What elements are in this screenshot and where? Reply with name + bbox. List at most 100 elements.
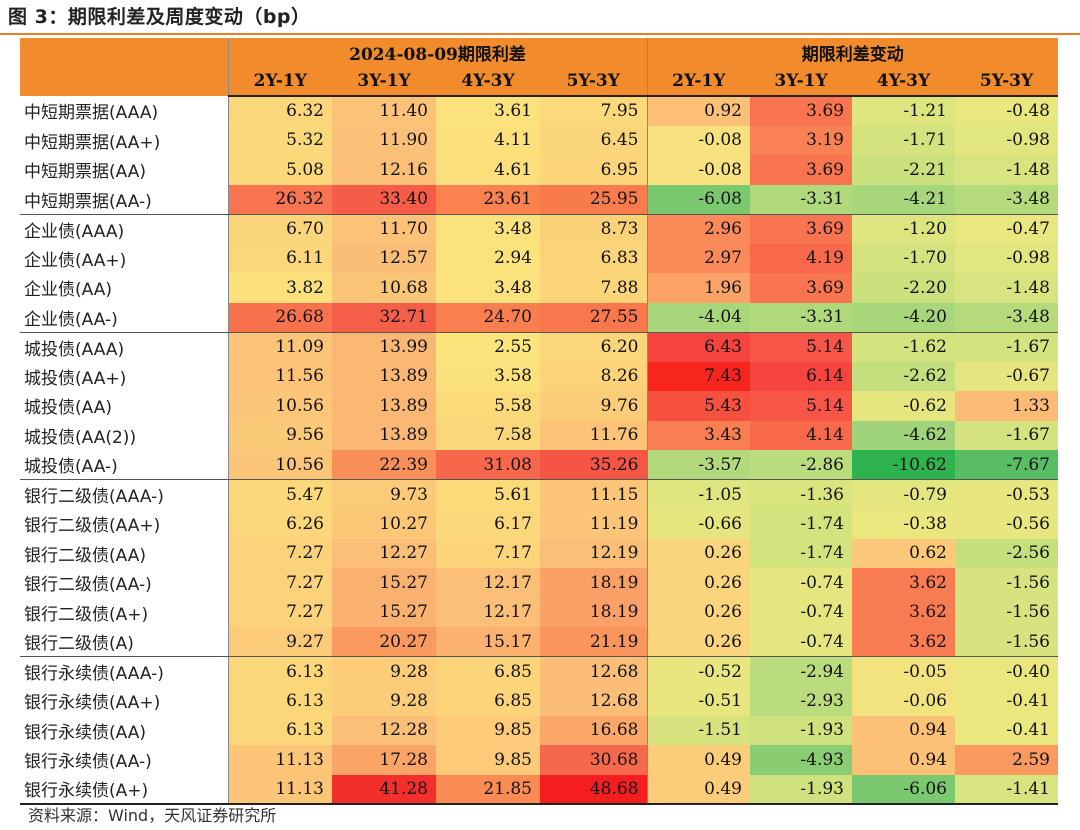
table-row: 企业债(AAA) 6.70 11.70 3.48 8.73 2.96 3.69 -1.20 -0… (20, 214, 1058, 244)
spread-value-cell: 7.17 (436, 538, 540, 568)
spread-change-cell: -0.38 (852, 509, 955, 539)
spread-value-cell: 7.27 (228, 538, 332, 568)
column-header: 4Y-3Y (436, 67, 540, 97)
table-row: 中短期票据(AA) 5.08 12.16 4.61 6.95 -0.08 3.69 -2.21… (20, 155, 1058, 185)
spread-value-cell: 6.70 (228, 214, 332, 244)
spread-value-cell: 6.17 (436, 509, 540, 539)
spread-value-cell: 3.82 (228, 273, 332, 303)
spread-change-cell: -0.48 (955, 96, 1058, 126)
spread-value-cell: 10.56 (228, 391, 332, 421)
spread-value-cell: 15.27 (332, 568, 436, 598)
spread-value-cell: 10.56 (228, 450, 332, 480)
row-label: 银行二级债(AA-) (20, 568, 229, 598)
spread-change-cell: -0.08 (647, 155, 750, 185)
spread-value-cell: 11.15 (540, 479, 648, 509)
spread-value-cell: 3.58 (436, 361, 540, 391)
spread-value-cell: 31.08 (436, 450, 540, 480)
spread-value-cell: 4.11 (436, 125, 540, 155)
spread-change-cell: 5.14 (750, 391, 852, 421)
spread-value-cell: 6.83 (540, 243, 648, 273)
spread-change-cell: 4.19 (750, 243, 852, 273)
header-group-current: 2024-08-09期限利差 (228, 38, 648, 67)
spread-value-cell: 35.26 (540, 450, 648, 480)
spread-value-cell: 12.68 (540, 656, 648, 686)
spread-value-cell: 7.27 (228, 568, 332, 598)
spread-value-cell: 6.13 (228, 686, 332, 716)
table-row: 银行二级债(AA-) 7.27 15.27 12.17 18.19 0.26 -0.74 3.… (20, 568, 1058, 598)
table-row: 企业债(AA-) 26.68 32.71 24.70 27.55 -4.04 -3.31 -4… (20, 302, 1058, 333)
row-label: 企业债(AAA) (20, 214, 229, 244)
spread-change-cell: -0.56 (955, 509, 1058, 539)
spread-change-cell: -0.05 (852, 656, 955, 686)
table-row: 银行永续债(AA) 6.13 12.28 9.85 16.68 -1.51 -1.93 0.9… (20, 715, 1058, 745)
spread-change-cell: 4.14 (750, 420, 852, 450)
row-label: 银行二级债(AAA-) (20, 479, 229, 509)
spread-value-cell: 12.17 (436, 568, 540, 598)
spread-value-cell: 11.70 (332, 214, 436, 244)
spread-change-cell: 3.69 (750, 96, 852, 126)
row-label: 中短期票据(AA) (20, 155, 229, 185)
spread-change-cell: -10.62 (852, 450, 955, 480)
spread-change-cell: -3.31 (750, 184, 852, 215)
spread-value-cell: 6.11 (228, 243, 332, 273)
spread-change-cell: -6.06 (852, 774, 955, 805)
spread-change-cell: -0.06 (852, 686, 955, 716)
spread-change-cell: 0.92 (647, 96, 750, 126)
row-label: 银行永续债(AA+) (20, 686, 229, 716)
spread-change-cell: -1.71 (852, 125, 955, 155)
spread-value-cell: 12.28 (332, 715, 436, 745)
spread-change-cell: -1.48 (955, 273, 1058, 303)
spread-value-cell: 3.48 (436, 273, 540, 303)
spread-value-cell: 13.99 (332, 332, 436, 362)
row-label: 中短期票据(AA+) (20, 125, 229, 155)
table-row: 企业债(AA+) 6.11 12.57 2.94 6.83 2.97 4.19 -1.70 -0… (20, 243, 1058, 273)
spread-value-cell: 12.17 (436, 597, 540, 627)
spread-change-cell: -1.48 (955, 155, 1058, 185)
table-row: 银行永续债(AA-) 11.13 17.28 9.85 30.68 0.49 -4.93 0.… (20, 745, 1058, 775)
table-row: 银行二级债(AAA-) 5.47 9.73 5.61 11.15 -1.05 -1.36 -0… (20, 479, 1058, 509)
spread-value-cell: 11.76 (540, 420, 648, 450)
spread-value-cell: 6.13 (228, 715, 332, 745)
spread-change-cell: -3.57 (647, 450, 750, 480)
spread-value-cell: 33.40 (332, 184, 436, 215)
spread-value-cell: 3.48 (436, 214, 540, 244)
spread-change-cell: 0.94 (852, 715, 955, 745)
spread-change-cell: -0.51 (647, 686, 750, 716)
spread-value-cell: 9.28 (332, 686, 436, 716)
spread-change-cell: -1.05 (647, 479, 750, 509)
row-label: 银行永续债(AA) (20, 715, 229, 745)
spread-value-cell: 32.71 (332, 302, 436, 333)
spread-change-cell: -2.93 (750, 686, 852, 716)
spread-value-cell: 8.26 (540, 361, 648, 391)
spread-change-cell: -2.56 (955, 538, 1058, 568)
spread-change-cell: -4.20 (852, 302, 955, 333)
spread-change-cell: -1.56 (955, 568, 1058, 598)
spread-change-cell: -0.41 (955, 686, 1058, 716)
spread-value-cell: 7.27 (228, 597, 332, 627)
spread-change-cell: -1.93 (750, 774, 852, 805)
spread-change-cell: -1.36 (750, 479, 852, 509)
spread-value-cell: 10.68 (332, 273, 436, 303)
spread-change-cell: -0.67 (955, 361, 1058, 391)
spread-value-cell: 12.19 (540, 538, 648, 568)
spread-change-cell: -2.62 (852, 361, 955, 391)
spread-value-cell: 10.27 (332, 509, 436, 539)
row-label: 银行永续债(A+) (20, 774, 229, 805)
spread-change-cell: -0.52 (647, 656, 750, 686)
spread-value-cell: 5.58 (436, 391, 540, 421)
spread-change-cell: -1.93 (750, 715, 852, 745)
spread-value-cell: 20.27 (332, 627, 436, 657)
row-label: 银行二级债(AA) (20, 538, 229, 568)
spread-change-cell: -4.93 (750, 745, 852, 775)
spread-change-cell: 7.43 (647, 361, 750, 391)
term-spread-table: 2024-08-09期限利差 期限利差变动 2Y-1Y 3Y-1Y 4Y-3Y … (20, 38, 1058, 805)
spread-value-cell: 5.08 (228, 155, 332, 185)
spread-value-cell: 12.27 (332, 538, 436, 568)
spread-value-cell: 6.95 (540, 155, 648, 185)
row-label: 城投债(AAA) (20, 332, 229, 362)
spread-value-cell: 41.28 (332, 774, 436, 805)
spread-value-cell: 27.55 (540, 302, 648, 333)
spread-change-cell: -2.21 (852, 155, 955, 185)
table-row: 银行永续债(A+) 11.13 41.28 21.85 48.68 0.49 -1.93 -6… (20, 774, 1058, 805)
table-row: 中短期票据(AA-) 26.32 33.40 23.61 25.95 -6.08 -3.31… (20, 184, 1058, 215)
